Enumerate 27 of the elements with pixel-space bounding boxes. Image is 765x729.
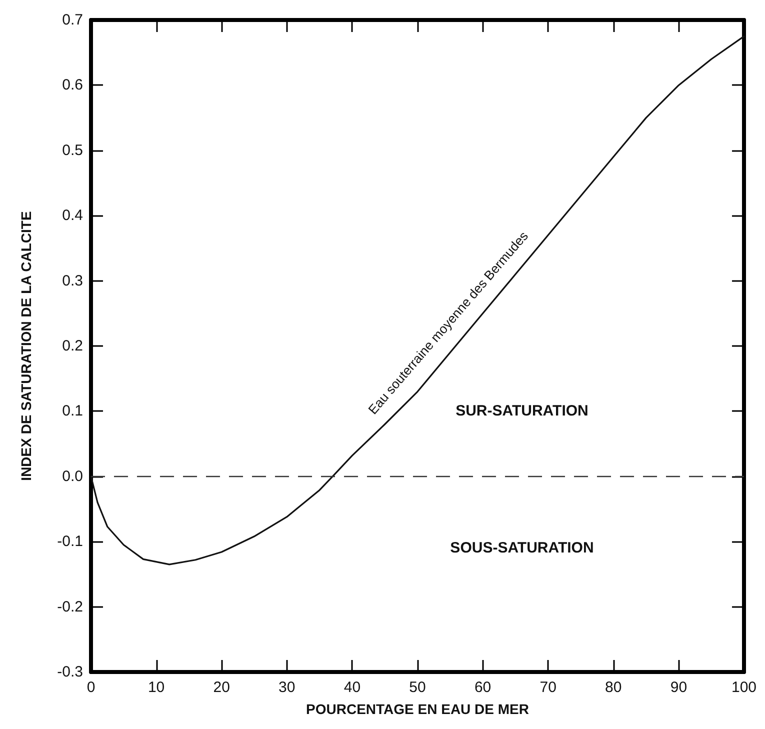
x-tick-label: 10 xyxy=(148,679,165,696)
x-tick-label: 50 xyxy=(409,679,426,696)
x-tick-label: 0 xyxy=(86,679,96,696)
y-tick-label: 0.2 xyxy=(62,338,83,354)
x-tick-label: 80 xyxy=(605,679,622,696)
y-tick-label: 0.0 xyxy=(62,468,83,485)
x-axis-title: POURCENTAGE EN EAU DE MER xyxy=(306,701,529,717)
x-tick-label: 60 xyxy=(474,679,492,696)
x-tick-label: 70 xyxy=(540,679,556,696)
x-tick-label: 90 xyxy=(670,679,688,696)
y-tick-label: 0.6 xyxy=(62,76,83,94)
line-series xyxy=(90,36,745,566)
y-tick-label: -0.2 xyxy=(57,598,83,616)
annotation: SUR-SATURATION xyxy=(456,402,588,420)
x-tick-label: 30 xyxy=(278,679,296,696)
x-tick-label: 40 xyxy=(344,679,361,696)
y-tick-label: 0.7 xyxy=(62,12,83,28)
y-tick-label: 0.4 xyxy=(62,207,83,224)
x-tick-label: 100 xyxy=(731,679,757,696)
y-tick-label: 0.5 xyxy=(62,142,83,159)
annotation: SOUS-SATURATION xyxy=(450,540,594,557)
y-tick-label: -0.1 xyxy=(57,533,83,550)
x-tick-label: 20 xyxy=(213,679,230,696)
y-tick-label: 0.3 xyxy=(62,272,83,290)
y-axis-title: INDEX DE SATURATION DE LA CALCITE xyxy=(18,211,34,481)
y-tick-label: 0.1 xyxy=(62,402,83,420)
y-tick-label: -0.3 xyxy=(57,664,83,680)
